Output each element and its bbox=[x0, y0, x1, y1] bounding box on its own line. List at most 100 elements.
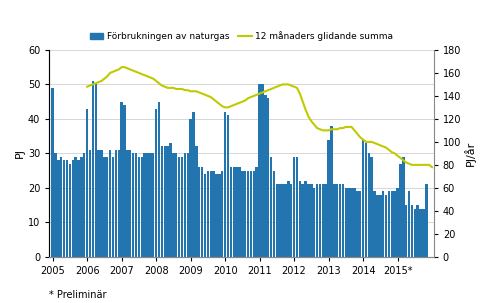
Bar bbox=[175, 153, 177, 257]
Bar bbox=[204, 174, 206, 257]
Bar bbox=[146, 153, 149, 257]
Bar bbox=[319, 185, 321, 257]
Bar bbox=[301, 185, 304, 257]
Bar bbox=[325, 185, 327, 257]
Bar bbox=[330, 126, 333, 257]
Bar bbox=[89, 150, 91, 257]
Bar bbox=[327, 140, 330, 257]
Bar bbox=[137, 157, 140, 257]
Bar bbox=[368, 153, 370, 257]
Bar bbox=[190, 119, 192, 257]
Bar bbox=[172, 153, 175, 257]
Bar bbox=[69, 164, 71, 257]
Bar bbox=[348, 188, 350, 257]
Bar bbox=[235, 167, 238, 257]
Bar bbox=[376, 195, 379, 257]
Bar bbox=[106, 157, 109, 257]
Bar bbox=[198, 167, 200, 257]
Bar bbox=[278, 185, 281, 257]
Bar bbox=[207, 171, 209, 257]
Bar bbox=[55, 153, 57, 257]
Bar bbox=[281, 185, 284, 257]
Bar bbox=[388, 191, 390, 257]
Bar bbox=[77, 160, 80, 257]
Bar bbox=[178, 157, 180, 257]
Bar bbox=[255, 167, 258, 257]
Bar bbox=[112, 157, 114, 257]
Bar bbox=[117, 150, 120, 257]
Bar bbox=[385, 195, 387, 257]
Bar bbox=[353, 188, 355, 257]
Bar bbox=[336, 185, 338, 257]
Bar bbox=[210, 171, 212, 257]
Y-axis label: PJ: PJ bbox=[15, 148, 25, 158]
Bar bbox=[149, 153, 152, 257]
Bar bbox=[129, 150, 132, 257]
Bar bbox=[241, 171, 244, 257]
Bar bbox=[416, 205, 419, 257]
Bar bbox=[393, 191, 396, 257]
Bar bbox=[373, 191, 376, 257]
Bar bbox=[339, 185, 341, 257]
Bar bbox=[247, 171, 249, 257]
Bar bbox=[213, 171, 215, 257]
Bar bbox=[143, 153, 146, 257]
Bar bbox=[273, 171, 275, 257]
Bar bbox=[120, 102, 123, 257]
Bar bbox=[109, 150, 111, 257]
Bar bbox=[333, 185, 335, 257]
Bar bbox=[63, 160, 65, 257]
Bar bbox=[224, 112, 226, 257]
Bar bbox=[103, 157, 106, 257]
Bar bbox=[313, 188, 315, 257]
Bar bbox=[261, 85, 264, 257]
Bar bbox=[187, 153, 189, 257]
Bar bbox=[362, 140, 364, 257]
Bar bbox=[342, 185, 344, 257]
Bar bbox=[371, 157, 373, 257]
Bar bbox=[100, 150, 103, 257]
Bar bbox=[152, 153, 155, 257]
Bar bbox=[391, 191, 393, 257]
Bar bbox=[238, 167, 241, 257]
Bar bbox=[230, 167, 232, 257]
Bar bbox=[166, 146, 169, 257]
Bar bbox=[396, 188, 399, 257]
Bar bbox=[86, 108, 88, 257]
Bar bbox=[164, 146, 166, 257]
Bar bbox=[161, 146, 163, 257]
Bar bbox=[192, 112, 195, 257]
Bar bbox=[322, 185, 324, 257]
Bar bbox=[57, 160, 59, 257]
Bar bbox=[296, 157, 298, 257]
Bar bbox=[287, 181, 290, 257]
Bar bbox=[114, 150, 117, 257]
Bar bbox=[356, 191, 358, 257]
Bar bbox=[365, 143, 367, 257]
Bar bbox=[75, 157, 77, 257]
Bar bbox=[359, 191, 361, 257]
Bar bbox=[299, 181, 301, 257]
Bar bbox=[132, 153, 135, 257]
Bar bbox=[123, 105, 126, 257]
Bar bbox=[158, 102, 160, 257]
Bar bbox=[399, 164, 402, 257]
Bar bbox=[155, 108, 157, 257]
Bar bbox=[97, 150, 100, 257]
Bar bbox=[422, 208, 425, 257]
Bar bbox=[293, 157, 295, 257]
Bar bbox=[95, 85, 97, 257]
Bar bbox=[419, 208, 422, 257]
Bar bbox=[221, 171, 223, 257]
Bar bbox=[270, 157, 273, 257]
Bar bbox=[410, 205, 413, 257]
Bar bbox=[201, 167, 203, 257]
Bar bbox=[382, 191, 384, 257]
Bar bbox=[307, 185, 310, 257]
Bar bbox=[233, 167, 235, 257]
Bar bbox=[126, 150, 129, 257]
Bar bbox=[72, 160, 74, 257]
Bar bbox=[351, 188, 353, 257]
Bar bbox=[83, 153, 85, 257]
Bar bbox=[425, 185, 428, 257]
